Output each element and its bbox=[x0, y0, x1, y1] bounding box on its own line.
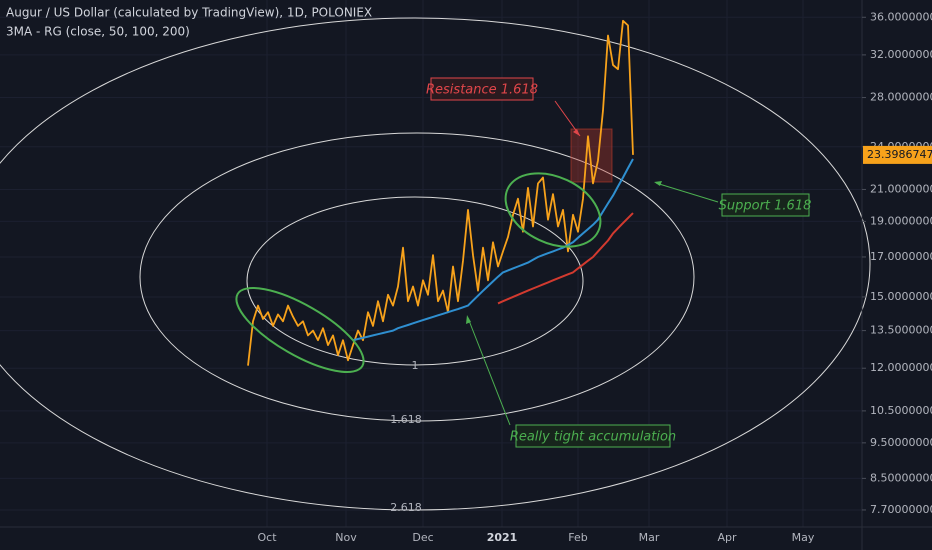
y-tick-label: 36.00000000 bbox=[870, 10, 932, 23]
chart-title: Augur / US Dollar (calculated by Trading… bbox=[6, 6, 372, 20]
arrow-head bbox=[654, 181, 662, 186]
y-tick-label: 12.00000000 bbox=[870, 361, 932, 374]
y-tick-label: 13.50000000 bbox=[870, 324, 932, 337]
ellipse-1618 bbox=[139, 132, 695, 422]
indicator-label: 3MA - RG (close, 50, 100, 200) bbox=[6, 25, 190, 39]
last-price-label: 23.39867470 bbox=[867, 148, 932, 161]
last-price-tag bbox=[863, 145, 932, 164]
note-box bbox=[515, 424, 671, 448]
ellipse-2618 bbox=[0, 17, 871, 511]
arrow bbox=[655, 182, 719, 203]
ring-label: 1.618 bbox=[390, 413, 422, 426]
highlight-ellipse bbox=[504, 172, 602, 248]
x-tick-label: Oct bbox=[257, 531, 277, 544]
x-tick-label: Dec bbox=[412, 531, 433, 544]
y-tick-label: 32.00000000 bbox=[870, 48, 932, 61]
series-lines bbox=[247, 19, 634, 366]
ellipse-1 bbox=[246, 196, 584, 366]
axes: 36.0000000032.0000000028.0000000024.0000… bbox=[257, 10, 932, 544]
x-tick-label: Mar bbox=[639, 531, 660, 544]
y-tick-label: 28.00000000 bbox=[870, 91, 932, 104]
y-tick-label: 17.00000000 bbox=[870, 250, 932, 263]
ring-label: 2.618 bbox=[390, 501, 422, 514]
series-line bbox=[497, 212, 634, 305]
y-tick-label: 15.00000000 bbox=[870, 290, 932, 303]
y-tick-label: 7.70000000 bbox=[870, 503, 932, 516]
y-tick-label: 10.50000000 bbox=[870, 404, 932, 417]
y-tick-label: 21.00000000 bbox=[870, 182, 932, 195]
x-tick-label: Nov bbox=[335, 531, 357, 544]
note: Really tight accumulation bbox=[510, 430, 676, 445]
x-tick-label: Feb bbox=[568, 531, 587, 544]
series-line bbox=[352, 158, 634, 342]
x-tick-label: Apr bbox=[717, 531, 737, 544]
y-tick-label: 19.00000000 bbox=[870, 214, 932, 227]
arrow-head bbox=[466, 315, 471, 324]
arrow-head bbox=[573, 129, 580, 136]
x-tick-label: 2021 bbox=[487, 531, 518, 544]
y-tick-label: 8.50000000 bbox=[870, 471, 932, 484]
note: Support 1.618 bbox=[719, 199, 812, 214]
ring-label: 1 bbox=[412, 359, 419, 372]
y-tick-label: 9.50000000 bbox=[870, 436, 932, 449]
arrow bbox=[467, 317, 511, 426]
note: Resistance 1.618 bbox=[426, 83, 538, 98]
fib-ellipses bbox=[0, 17, 871, 511]
note-box bbox=[721, 193, 810, 217]
highlight-ellipse bbox=[235, 286, 365, 374]
note-box bbox=[430, 77, 534, 101]
x-tick-label: May bbox=[792, 531, 815, 544]
